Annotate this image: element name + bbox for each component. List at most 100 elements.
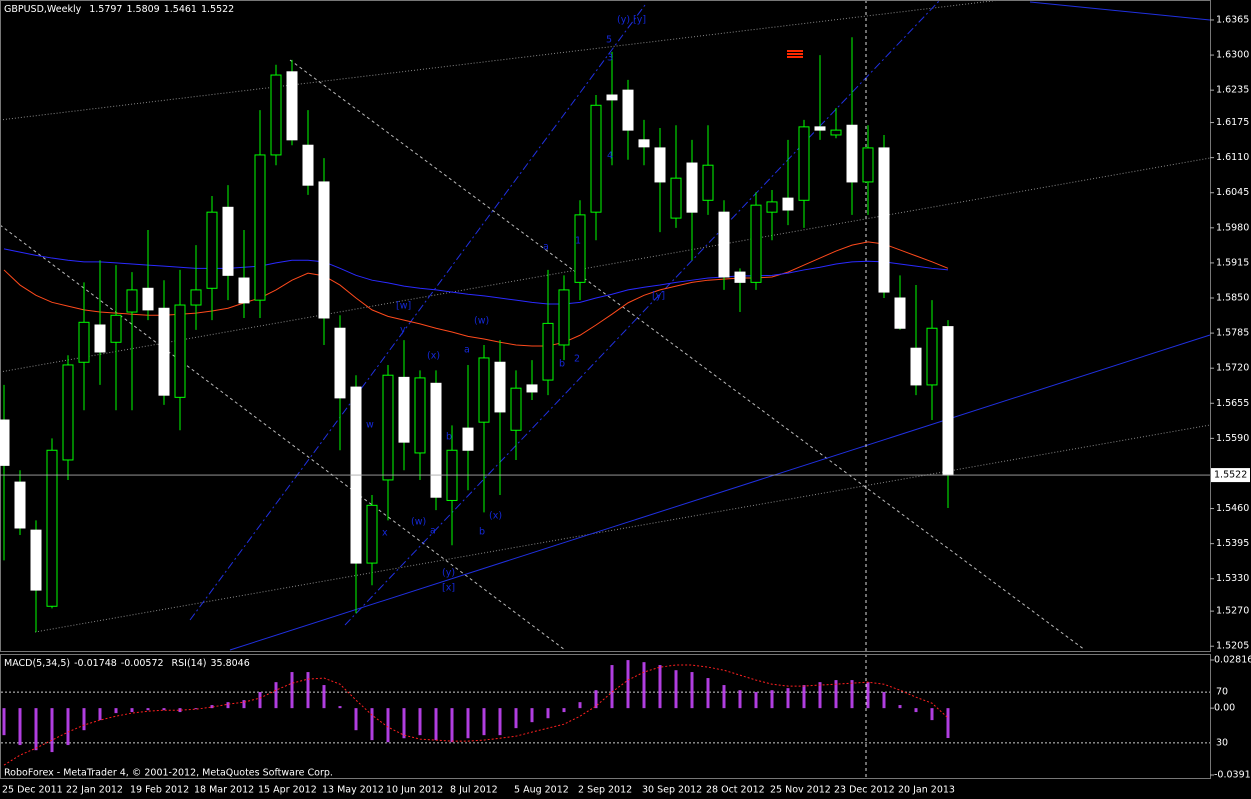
rsi-value: 35.8046 — [210, 658, 249, 669]
macd-bar — [482, 708, 486, 736]
candle-body — [286, 71, 298, 141]
candle-body — [814, 126, 826, 131]
symbol-title: GBPUSD,Weekly — [4, 4, 82, 15]
macd-bar — [754, 692, 758, 709]
diagonal-line — [0, 224, 566, 651]
signal-line — [3, 664, 949, 766]
y2-tick-label: 70 — [1216, 687, 1228, 698]
candle-body — [62, 364, 74, 461]
candle-body — [606, 94, 618, 101]
candle-body — [574, 214, 586, 283]
macd-bar — [610, 665, 614, 709]
y-tick-label: 1.6365 — [1216, 14, 1249, 25]
candle-body — [366, 504, 378, 564]
trend-line — [229, 334, 1211, 651]
macd-bar — [306, 672, 310, 709]
wave-label: [w] — [396, 301, 411, 312]
footer: RoboForex - MetaTrader 4, © 2001-2012, M… — [4, 768, 333, 779]
wave-label: b — [446, 432, 452, 443]
y-tick-label: 1.5395 — [1216, 538, 1249, 549]
candle-body — [94, 324, 106, 353]
macd-bar — [882, 692, 886, 709]
macd-bar — [194, 708, 198, 710]
y-tick-label: 1.5330 — [1216, 573, 1249, 584]
indicator-header: MACD(5,34,5) -0.01748 -0.00572 RSI(14) 35.80… — [4, 658, 250, 669]
trend-line — [1029, 1, 1211, 21]
macd-bar — [514, 708, 518, 729]
candle-body — [734, 271, 746, 283]
candle-body — [846, 124, 858, 183]
candle-body — [126, 289, 138, 313]
macd-bar — [434, 708, 438, 741]
candle-body — [942, 326, 954, 476]
candle-body — [670, 177, 682, 219]
signal-value: -0.00572 — [121, 658, 164, 669]
candle-body — [558, 289, 570, 346]
macd-bar — [770, 690, 774, 709]
x-tick-label: 5 Aug 2012 — [514, 785, 569, 796]
y-tick-label: 1.5915 — [1216, 257, 1249, 268]
macd-bar — [18, 708, 22, 746]
candle-body — [254, 154, 266, 301]
wave-label: w — [366, 420, 374, 431]
wave-label: y — [400, 325, 406, 336]
candle-body — [926, 327, 938, 386]
header-open: 1.5797 — [89, 4, 122, 15]
header-high: 1.5809 — [126, 4, 159, 15]
x-tick-label: 18 Mar 2012 — [194, 785, 254, 796]
candle-body — [750, 204, 762, 283]
candle-body — [414, 377, 426, 454]
candle-body — [142, 287, 154, 311]
candle-body — [910, 347, 922, 386]
candle-body — [206, 211, 218, 289]
price-label: 1.5522 — [1214, 470, 1247, 481]
macd-bar — [98, 708, 102, 721]
candle-body — [542, 322, 554, 381]
macd-bar — [34, 708, 38, 751]
y-tick-label: 1.5270 — [1216, 606, 1249, 617]
x-tick-label: 20 Jan 2013 — [898, 785, 955, 796]
wave-label: a — [543, 242, 549, 253]
candle-body — [270, 74, 282, 156]
macd-bar — [178, 708, 182, 713]
wave-label: b — [479, 527, 485, 538]
y-tick-label: 1.5205 — [1216, 641, 1249, 652]
macd-bar — [834, 680, 838, 709]
candle-body — [766, 201, 778, 213]
macd-bar — [418, 708, 422, 736]
y-tick-label: 1.6110 — [1216, 152, 1249, 163]
x-tick-label: 15 Apr 2012 — [258, 785, 317, 796]
candle-body — [590, 104, 602, 213]
candle-body — [654, 147, 666, 183]
macd-bar — [818, 682, 822, 709]
macd-bar — [386, 708, 390, 743]
candle-body — [894, 297, 906, 329]
macd-bar — [50, 708, 54, 753]
macd-bar — [578, 702, 582, 709]
candle-body — [510, 387, 522, 431]
wave-label: (w) — [474, 316, 489, 327]
y-tick-label: 1.6175 — [1216, 117, 1249, 128]
channel-line — [34, 424, 1211, 633]
y-tick-label: 0.00 — [1214, 703, 1235, 714]
candle-body — [782, 197, 794, 211]
wave-label: [y] — [652, 291, 665, 302]
macd-bar — [258, 692, 262, 709]
y-tick-label: 1.5980 — [1216, 222, 1249, 233]
macd-bar — [66, 708, 70, 746]
wave-label: (x) — [427, 351, 440, 362]
macd-bar — [530, 708, 534, 723]
macd-bar — [402, 708, 406, 739]
candle-body — [14, 481, 26, 529]
rsi-title: RSI(14) — [172, 658, 207, 669]
candle-body — [174, 304, 186, 398]
macd-bar — [738, 690, 742, 709]
candle-body — [798, 126, 810, 201]
wave-label: (y) — [617, 15, 630, 26]
x-tick-label: 13 May 2012 — [322, 785, 384, 796]
candle-body — [398, 376, 410, 443]
candle-body — [382, 374, 394, 481]
